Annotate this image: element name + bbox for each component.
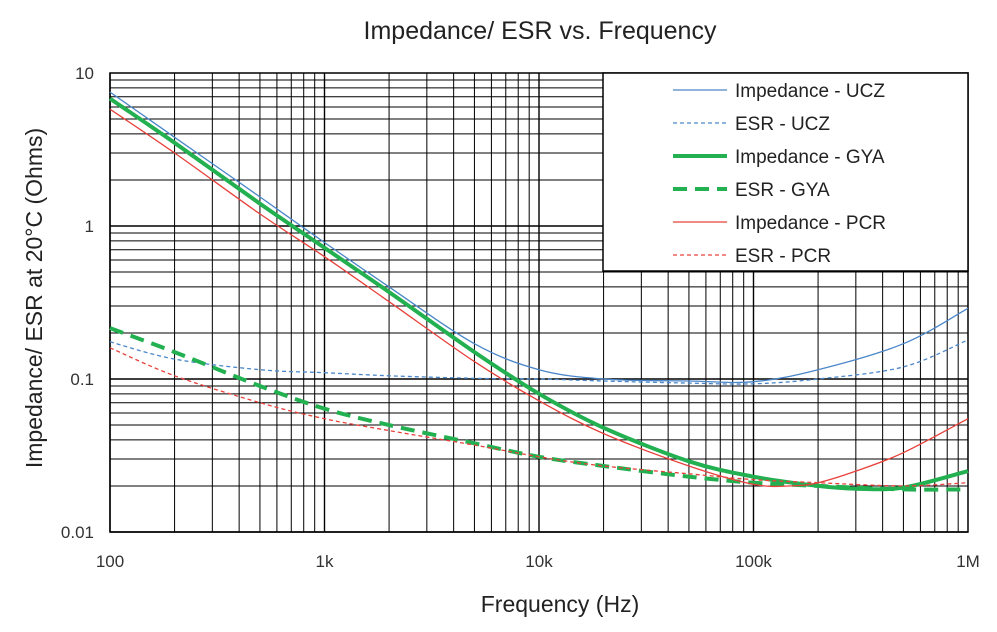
y-tick-label: 0.01 (61, 523, 94, 542)
legend-label: ESR - UCZ (735, 114, 830, 135)
x-tick-label: 100k (735, 552, 772, 571)
series-line-0 (109, 91, 969, 384)
legend-box (602, 72, 969, 272)
x-tick-label: 1M (956, 552, 980, 571)
tick-labels: 100 1k 10k 100k 1M 10 1 0.1 0.01 (61, 64, 980, 571)
series-line-4 (109, 108, 969, 488)
y-tick-label: 10 (75, 64, 94, 83)
y-axis-label: Impedance/ ESR at 20°C (Ohms) (21, 128, 47, 468)
legend-label: Impedance - UCZ (735, 81, 885, 102)
y-tick-label: 1 (85, 217, 94, 236)
legend-label: Impedance - PCR (735, 213, 886, 234)
series-group (108, 91, 969, 492)
chart-title: Impedance/ ESR vs. Frequency (364, 17, 717, 45)
x-axis-label: Frequency (Hz) (481, 591, 639, 617)
series-line-5 (109, 347, 969, 487)
legend-label: ESR - GYA (735, 180, 830, 201)
x-tick-label: 10k (525, 552, 553, 571)
x-tick-label: 100 (96, 552, 124, 571)
legend-label: ESR - PCR (735, 246, 831, 267)
y-tick-label: 0.1 (70, 370, 94, 389)
x-tick-label: 1k (316, 552, 334, 571)
legend: Impedance - UCZ ESR - UCZ Impedance - GYA E… (602, 72, 969, 272)
plot-frame (109, 72, 969, 533)
legend-label: Impedance - GYA (735, 147, 885, 168)
